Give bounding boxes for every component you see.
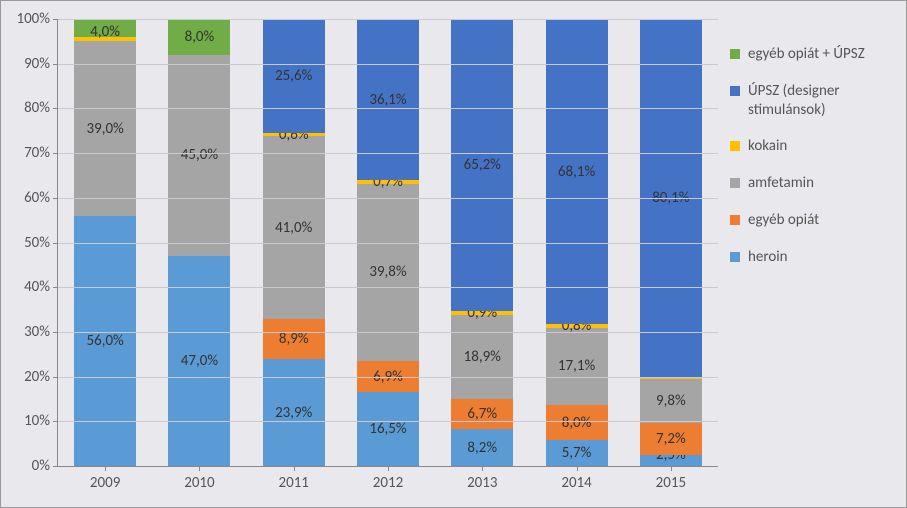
- legend-item-amfetamin: amfetamin: [730, 174, 894, 193]
- bar-segment-egyeb_opiat: [546, 405, 608, 441]
- y-axis-label: 30%: [24, 323, 58, 341]
- legend-swatch: [730, 178, 740, 188]
- grid-line: [58, 64, 718, 65]
- x-axis-label: 2014: [561, 466, 591, 492]
- bar-segment-amfetamin: [357, 184, 419, 362]
- bar-segment-heroin: [74, 216, 136, 466]
- bar-segment-egyeb_opiat: [263, 319, 325, 359]
- bar-segment-egyeb_opiat: [451, 399, 513, 429]
- legend-item-egyeb_upsz: egyéb opiát + ÚPSZ: [730, 45, 894, 64]
- y-axis-label: 50%: [24, 234, 58, 252]
- x-axis-label: 2009: [90, 466, 120, 492]
- legend-label: ÚPSZ (designer stimulánsok): [748, 82, 894, 120]
- bar-segment-kokain: [451, 311, 513, 315]
- legend-label: amfetamin: [748, 174, 814, 193]
- legend-swatch: [730, 86, 740, 96]
- y-axis-label: 100%: [16, 10, 58, 28]
- legend-item-kokain: kokain: [730, 137, 894, 156]
- legend-swatch: [730, 49, 740, 59]
- y-axis-label: 20%: [24, 368, 58, 386]
- legend-item-egyeb_opiat: egyéb opiát: [730, 211, 894, 230]
- grid-line: [58, 377, 718, 378]
- bar-segment-kokain: [357, 180, 419, 183]
- x-axis-label: 2011: [278, 466, 308, 492]
- plot-area: 56,0%39,0%1,0%4,0%47,0%45,0%8,0%23,9%8,9…: [57, 19, 718, 467]
- grid-line: [58, 19, 718, 20]
- bar-segment-egyeb_opiat: [640, 423, 702, 455]
- bar-segment-kokain: [263, 133, 325, 136]
- bar-segment-amfetamin: [263, 136, 325, 319]
- bar-segment-egyeb_upsz: [74, 19, 136, 37]
- legend-swatch: [730, 141, 740, 151]
- y-axis-label: 90%: [24, 55, 58, 73]
- legend-label: kokain: [748, 137, 787, 156]
- legend-label: egyéb opiát: [748, 211, 819, 230]
- legend-item-heroin: heroin: [730, 248, 894, 267]
- legend-swatch: [730, 215, 740, 225]
- bar-segment-upsz: [357, 19, 419, 180]
- bar-segment-amfetamin: [74, 41, 136, 215]
- grid-line: [58, 421, 718, 422]
- grid-line: [58, 198, 718, 199]
- bar-segment-upsz: [263, 19, 325, 133]
- bar-segment-amfetamin: [168, 55, 230, 256]
- grid-line: [58, 153, 718, 154]
- bar-segment-heroin: [357, 392, 419, 466]
- grid-line: [58, 332, 718, 333]
- bar-segment-heroin: [640, 455, 702, 466]
- grid-line: [58, 108, 718, 109]
- x-axis-label: 2015: [656, 466, 686, 492]
- legend-item-upsz: ÚPSZ (designer stimulánsok): [730, 82, 894, 120]
- legend-swatch: [730, 252, 740, 262]
- x-axis-label: 2012: [373, 466, 403, 492]
- x-axis-label: 2013: [467, 466, 497, 492]
- y-axis-label: 60%: [24, 189, 58, 207]
- legend-label: egyéb opiát + ÚPSZ: [748, 45, 865, 64]
- x-axis-label: 2010: [184, 466, 214, 492]
- plot-inner: 56,0%39,0%1,0%4,0%47,0%45,0%8,0%23,9%8,9…: [57, 19, 718, 467]
- bar-segment-amfetamin: [546, 328, 608, 405]
- y-axis-label: 40%: [24, 278, 58, 296]
- legend-label: heroin: [748, 248, 788, 267]
- bar-segment-heroin: [451, 429, 513, 466]
- bar-segment-amfetamin: [451, 315, 513, 400]
- bar-segment-upsz: [546, 19, 608, 324]
- grid-line: [58, 287, 718, 288]
- y-axis-label: 70%: [24, 144, 58, 162]
- y-axis-label: 80%: [24, 99, 58, 117]
- bar-segment-egyeb_upsz: [168, 19, 230, 55]
- bar-segment-kokain: [74, 37, 136, 41]
- y-axis-label: 10%: [24, 412, 58, 430]
- legend: egyéb opiát + ÚPSZ ÚPSZ (designer stimulá…: [726, 1, 906, 507]
- chart-container: 56,0%39,0%1,0%4,0%47,0%45,0%8,0%23,9%8,9…: [0, 0, 907, 508]
- bar-segment-heroin: [546, 440, 608, 466]
- bar-segment-heroin: [263, 359, 325, 466]
- grid-line: [58, 243, 718, 244]
- bar-segment-kokain: [546, 324, 608, 328]
- y-axis-label: 0%: [32, 457, 58, 475]
- bar-segment-amfetamin: [640, 379, 702, 423]
